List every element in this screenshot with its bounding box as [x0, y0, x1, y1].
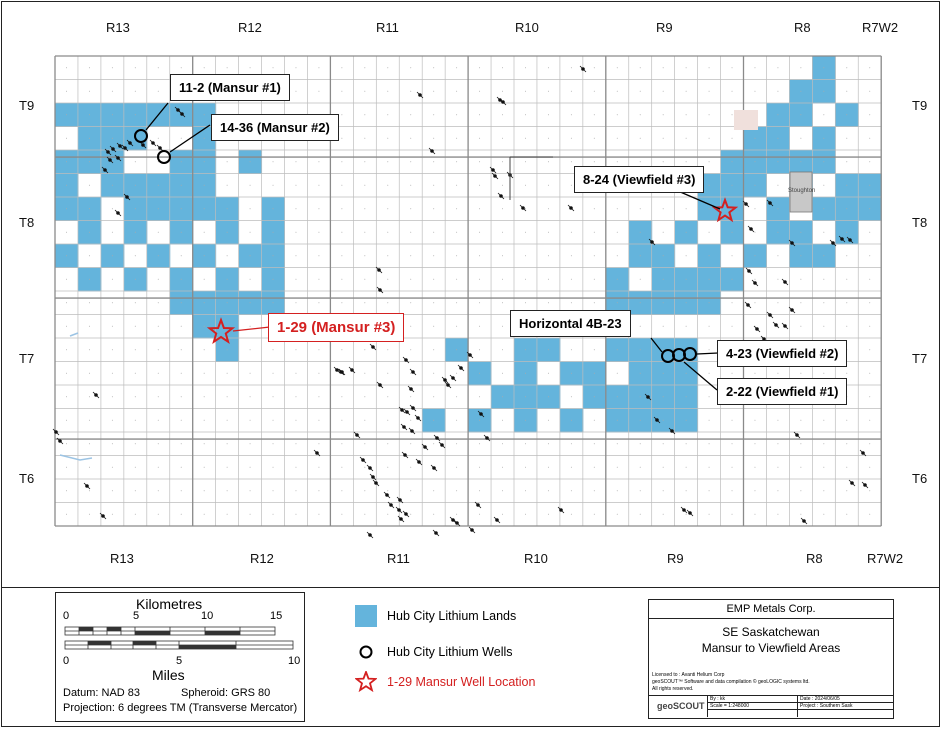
mi-tick: 10 [288, 655, 301, 667]
shaded-parcel [734, 110, 758, 130]
legend-item-wells: Hub City Lithium Wells [355, 643, 513, 661]
well-14-36-circle[interactable] [157, 150, 171, 164]
spheroid-text: Spheroid: GRS 80 [181, 687, 271, 699]
township-label-right: T9 [912, 98, 928, 113]
range-label-top: R9 [656, 20, 673, 35]
township-label-right: T6 [912, 471, 928, 486]
area-title: Mansur to Viewfield Areas [701, 641, 841, 655]
range-label-bottom: R10 [524, 551, 548, 566]
title-block: EMP Metals Corp. SE Saskatchewan Mansur … [648, 599, 894, 719]
township-label-right: T7 [912, 351, 928, 366]
callout-4-23[interactable]: 4-23 (Viewfield #2) [717, 340, 848, 367]
callout-8-24[interactable]: 8-24 (Viewfield #3) [574, 166, 705, 193]
km-tick: 15 [270, 610, 283, 622]
km-tick: 10 [201, 610, 214, 622]
software-text: geoSCOUT™ Software and data compilation … [652, 679, 810, 685]
map-canvas[interactable]: Stoughton [0, 0, 943, 587]
range-label-bottom: R12 [250, 551, 274, 566]
scale-bars [64, 626, 294, 650]
datum-text: Datum: NAD 83 [63, 687, 141, 699]
mi-tick: 5 [176, 655, 183, 667]
town-label: Stoughton [788, 188, 815, 194]
township-label-right: T8 [912, 215, 928, 230]
range-label-top: R11 [376, 20, 399, 35]
projection-text: Projection: 6 degrees TM (Transverse Mer… [63, 702, 298, 714]
callout-1-29[interactable]: 1-29 (Mansur #3) [268, 313, 405, 342]
rights-text: All rights reserved. [652, 686, 694, 692]
scale-bar-panel: Kilometres 0 5 10 15 0 5 10 Miles Datum:… [55, 592, 305, 722]
range-label-top: R12 [238, 20, 262, 35]
well-4-23-circle[interactable] [683, 347, 697, 361]
township-label-left: T8 [19, 215, 35, 230]
township-label-left: T6 [19, 471, 35, 486]
legend-item-lands: Hub City Lithium Lands [355, 605, 516, 627]
well-1-29-star-icon[interactable] [206, 317, 236, 345]
frame-divider [1, 587, 940, 588]
project-text: Project : Southern Sask [800, 703, 853, 709]
range-label-top: R8 [794, 20, 811, 35]
date-text: Date : 2024/06/05 [800, 696, 840, 702]
by-text: By : kk [710, 696, 726, 702]
legend-item-location: 1-29 Mansur Well Location [355, 671, 535, 693]
km-title: Kilometres [136, 596, 203, 612]
range-label-bottom: R8 [806, 551, 823, 566]
callout-leaders [145, 102, 721, 391]
range-label-bottom: R7W2 [867, 551, 904, 566]
range-label-bottom: R9 [667, 551, 684, 566]
company-name: EMP Metals Corp. [649, 600, 893, 619]
range-label-top: R13 [106, 20, 130, 35]
licensed-text: Licensed to : Avanti Helium Corp [652, 672, 725, 678]
stoughton-town-area [789, 171, 813, 213]
range-label-bottom: R13 [110, 551, 134, 566]
callout-4b-23[interactable]: Horizontal 4B-23 [510, 310, 631, 337]
township-range-boundaries [54, 55, 882, 527]
township-label-left: T7 [19, 351, 35, 366]
range-label-top: R10 [515, 20, 539, 35]
legend-wells-label: Hub City Lithium Wells [387, 645, 513, 659]
scale-text: Scale = 1:248000 [710, 703, 750, 709]
mi-title: Miles [152, 667, 185, 683]
legend-location-label: 1-29 Mansur Well Location [387, 675, 536, 689]
legend-lands-label: Hub City Lithium Lands [387, 609, 517, 623]
km-tick: 0 [63, 610, 70, 622]
callout-14-36[interactable]: 14-36 (Mansur #2) [211, 114, 339, 141]
callout-2-22[interactable]: 2-22 (Viewfield #1) [717, 378, 848, 405]
callout-11-2[interactable]: 11-2 (Mansur #1) [170, 74, 290, 101]
well-symbols [52, 65, 869, 539]
range-label-top: R7W2 [862, 20, 899, 35]
lands-swatch-icon [355, 605, 377, 627]
range-label-bottom: R11 [387, 551, 410, 566]
red-star-icon [355, 671, 377, 693]
township-label-left: T9 [19, 98, 35, 113]
region-title: SE Saskatchewan [722, 625, 820, 639]
mi-tick: 0 [63, 655, 70, 667]
callout-leader-red [232, 326, 271, 332]
well-11-2-circle[interactable] [134, 129, 148, 143]
well-circle-icon [359, 645, 373, 659]
map-legend: Hub City Lithium Lands Hub City Lithium … [355, 598, 615, 708]
geoscout-logo: geoSCOUT [657, 701, 705, 711]
km-tick: 5 [133, 610, 140, 622]
